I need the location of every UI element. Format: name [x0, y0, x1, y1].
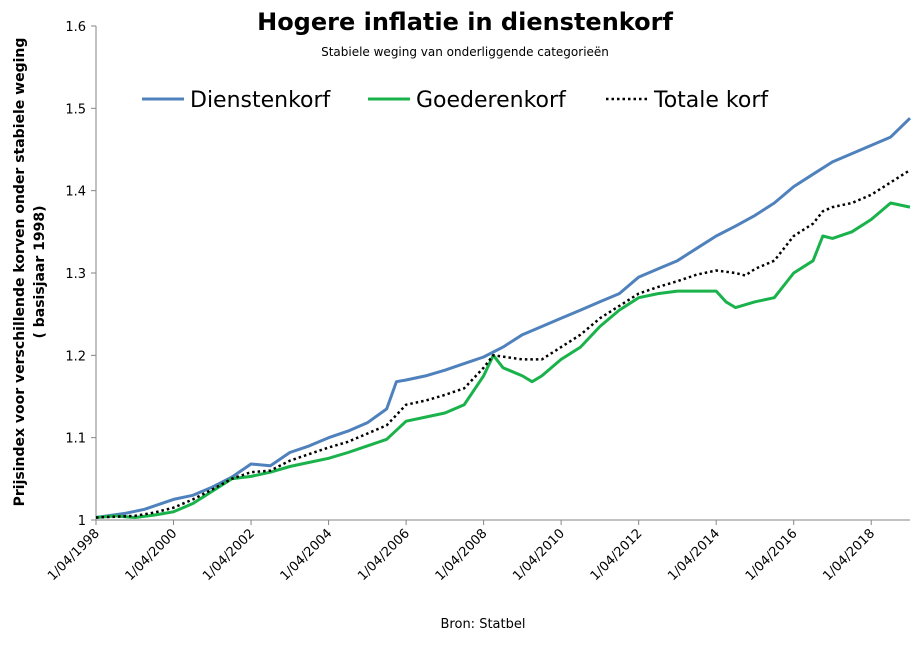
y-tick-label: 1.4: [65, 185, 86, 200]
legend-label: Goederenkorf: [416, 88, 567, 113]
legend: Dienstenkorf Goederenkorf Totale korf: [142, 88, 769, 113]
source-note: Bron: Statbel: [441, 617, 526, 632]
series-line-totale-korf: [95, 169, 911, 519]
y-axis-ticks: 1 1.1 1.2 1.3 1.4 1.5 1.6: [65, 20, 96, 529]
x-tick-label: 1/04/2014: [665, 526, 723, 584]
x-tick-label: 1/04/2004: [278, 526, 336, 584]
x-tick-label: 1/04/2006: [355, 526, 413, 584]
y-tick-label: 1.6: [65, 20, 86, 35]
y-tick-label: 1.2: [65, 349, 86, 364]
y-tick-label: 1.1: [65, 432, 86, 447]
y-tick-label: 1: [78, 514, 86, 529]
x-tick-label: 1/04/1998: [45, 526, 103, 584]
x-tick-label: 1/04/2018: [820, 526, 878, 584]
x-tick-label: 1/04/2008: [433, 526, 491, 584]
y-axis-label-line2: ( basisjaar 1998): [32, 205, 48, 338]
x-tick-label: 1/04/2010: [510, 526, 568, 584]
y-axis-label-line1: Prijsindex voor verschillende korven ond…: [12, 38, 28, 507]
x-tick-label: 1/04/2016: [743, 526, 801, 584]
x-tick-label: 1/04/2012: [588, 526, 646, 584]
legend-label: Totale korf: [653, 88, 769, 113]
legend-label: Dienstenkorf: [190, 88, 332, 113]
series-layer: [95, 117, 912, 519]
y-tick-label: 1.3: [65, 267, 86, 282]
x-tick-label: 1/04/2000: [123, 526, 181, 584]
y-tick-label: 1.5: [65, 102, 86, 117]
series-line-dienstenkorf: [95, 117, 912, 519]
chart-subtitle: Stabiele weging van onderliggende catego…: [321, 45, 609, 59]
x-axis-ticks: 1/04/1998 1/04/2000 1/04/2002 1/04/2004 1/04…: [45, 520, 878, 584]
x-tick-label: 1/04/2002: [200, 526, 258, 584]
chart-title: Hogere inflatie in dienstenkorf: [257, 8, 673, 36]
series-line-goederenkorf: [95, 201, 911, 519]
